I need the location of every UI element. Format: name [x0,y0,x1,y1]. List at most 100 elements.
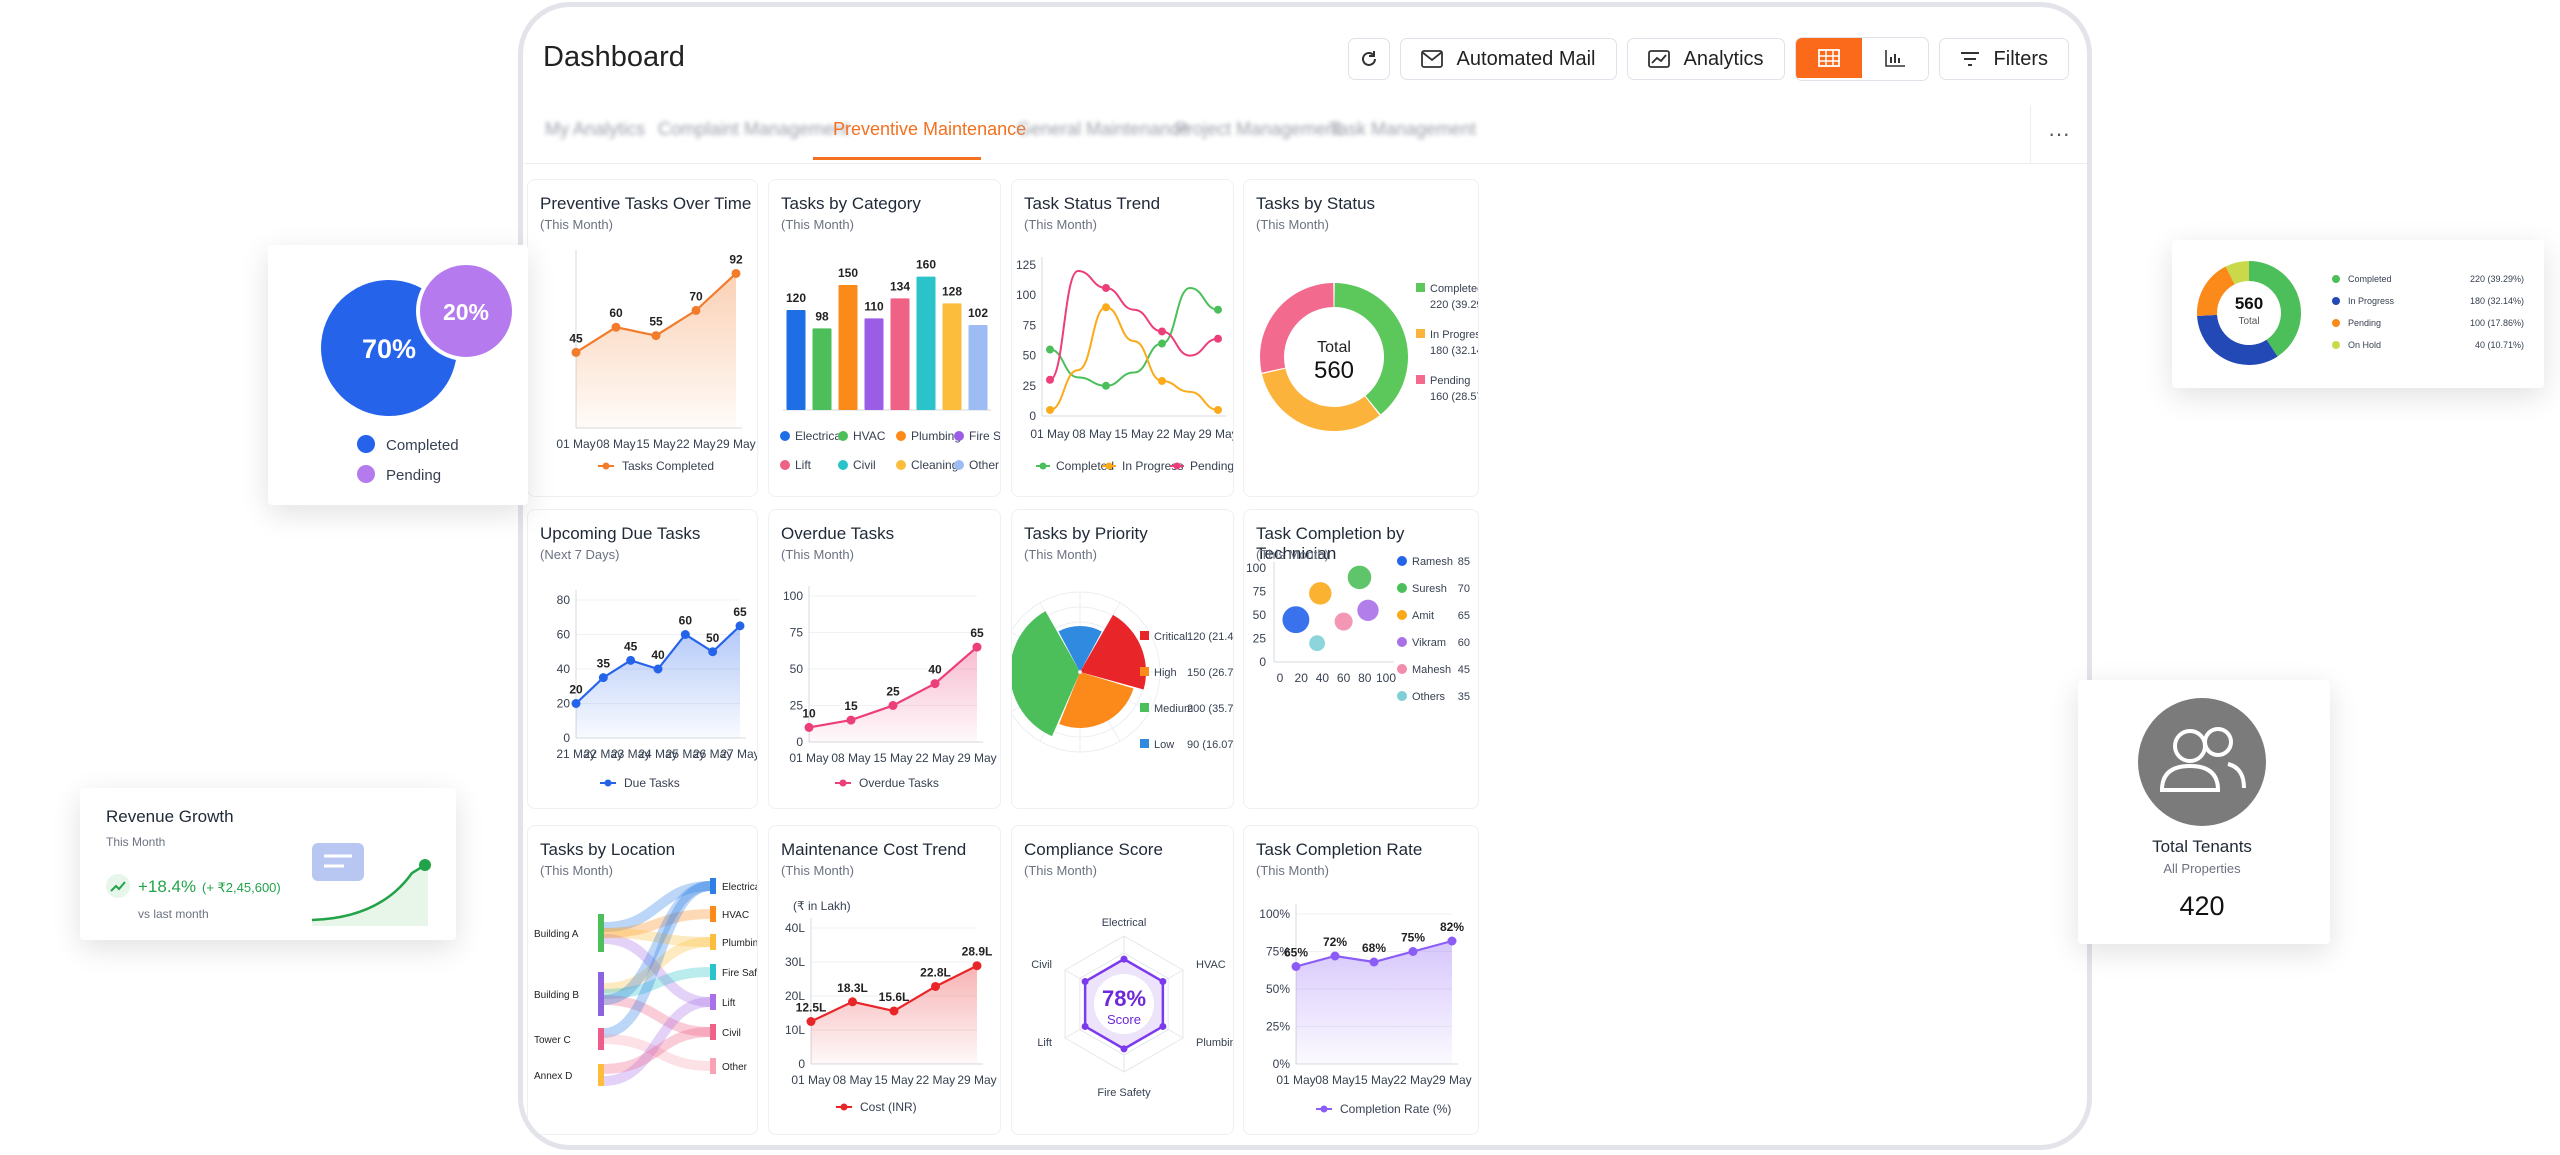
card-title: Task Completion by Technician [1256,524,1405,563]
bar [864,318,884,410]
overdue-chart: 0 25 50 75 100 10 15 25 40 65 01 May 08 May 15 May 22… [783,586,997,790]
chart-view-button[interactable] [1862,38,1928,78]
sankey-source-label: Building B [534,990,579,1001]
tab-project-management[interactable]: Project Management [1175,119,1342,139]
analytics-icon [1647,50,1670,68]
automated-mail-button[interactable]: Automated Mail [1399,38,1617,80]
legend-marker [1140,739,1149,748]
analytics-button[interactable]: Analytics [1626,38,1785,80]
legend-value: 90 (16.07%) [1187,739,1234,751]
filters-button[interactable]: Filters [1938,38,2069,80]
data-label: 82% [1440,920,1464,934]
table-icon [1817,49,1840,67]
refresh-button[interactable] [1347,38,1390,80]
rose-slice [1059,672,1134,728]
donut-total-label: Total [1317,339,1351,356]
legend-marker [604,779,612,787]
y-tick-label: 40 [557,662,571,676]
x-tick-label: 27 May [720,747,758,761]
sankey-link [603,881,711,1005]
tab-task-management[interactable]: Task Management [1329,119,1477,139]
x-tick-label: 29 May [1198,427,1234,441]
float-legend-value: 220 (39.29%) [2470,274,2524,284]
data-point [846,715,856,725]
data-point [889,1006,899,1016]
compliance-score: 78% [1102,986,1146,1011]
card-title: Tasks by Priority [1024,524,1148,543]
legend-value: 160 (28.57%) [1430,391,1479,403]
data-point [1214,334,1222,343]
radar-axis-label: Plumbing [1196,1037,1234,1049]
legend-value: 35 [1458,691,1470,703]
legend-label: In Progress [1430,329,1479,341]
bar-value-label: 128 [942,284,962,298]
dashboard-screen: Dashboard Automated Mail Analytics Filte… [523,7,2087,1145]
data-label: 25 [886,685,900,699]
data-point [1102,303,1110,312]
legend-label: Critical [1154,631,1188,643]
x-tick-label: 08 May [596,437,635,451]
bar-value-label: 134 [890,279,910,293]
y-tick-label: 25 [790,699,804,713]
data-point [691,305,701,315]
card-subtitle: (This Month) [1256,863,1329,878]
bar-value-label: 98 [815,309,829,323]
data-point [1408,947,1418,956]
legend-label: Amit [1412,610,1434,622]
y-tick-label: 75 [790,626,804,640]
float-donut-legend: Completed 220 (39.29%) In Progress 180 (32.… [2332,274,2524,350]
x-tick-label: 22 May [676,437,715,451]
card-title: Tasks by Location [540,840,676,859]
bubble [1357,599,1379,621]
bar [812,328,832,410]
card-subtitle: (This Month) [1024,547,1097,562]
series-line [1049,286,1219,387]
y-tick-label: 0 [563,731,570,745]
card-subtitle: (Next 7 Days) [540,547,620,562]
sankey-link [603,881,711,1038]
data-point [651,331,661,341]
data-point [653,664,663,674]
legend-marker [602,462,610,470]
x-tick-label: 22 May [916,1073,955,1087]
data-label: 40 [928,663,942,677]
data-label: 40 [651,648,665,662]
bar-chart-icon [1884,50,1905,67]
revenue-sparkline-area [312,863,428,926]
tab-preventive-maintenance[interactable]: Preventive Maintenance [833,119,1027,139]
tab-my-analytics[interactable]: My Analytics [545,119,646,139]
legend-label: Civil [853,458,876,472]
tab-complaint-management[interactable]: Complaint Management [658,119,850,139]
x-tick-label: 23 May [611,747,650,761]
data-label: 12.5L [796,1001,827,1015]
y-tick-label: 100 [783,589,803,603]
float-legend-label: Completed [2348,274,2392,284]
data-point [1158,327,1166,336]
y-tick-label: 80 [557,593,571,607]
more-tabs-button[interactable]: ··· [2030,105,2087,163]
data-label: 72% [1323,935,1347,949]
radar-point [1081,1022,1089,1030]
x-tick-label: 08 May [831,751,870,765]
tenants-value: 420 [2179,891,2224,921]
sankey-link [603,909,711,938]
completed-pct: 70% [362,334,416,364]
legend-label: Due Tasks [624,776,680,790]
table-view-button[interactable] [1795,38,1862,78]
rose-slice [1081,614,1146,690]
tab-general-maintenance[interactable]: General Maintenance [1017,119,1190,139]
y-tick-label: 0 [798,1057,805,1071]
legend-marker [1173,462,1181,470]
sankey-target-label: Lift [722,998,736,1009]
float-legend-marker [2332,319,2340,327]
legend-value: 70 [1458,583,1470,595]
pending-pct: 20% [443,299,489,325]
legend-value: 45 [1458,664,1470,676]
legend-marker [1140,631,1149,640]
y-tick-label: 100 [1016,288,1036,302]
sankey-source-node [598,1064,604,1086]
legend-marker [780,431,790,441]
sankey-source-label: Annex D [534,1071,572,1082]
